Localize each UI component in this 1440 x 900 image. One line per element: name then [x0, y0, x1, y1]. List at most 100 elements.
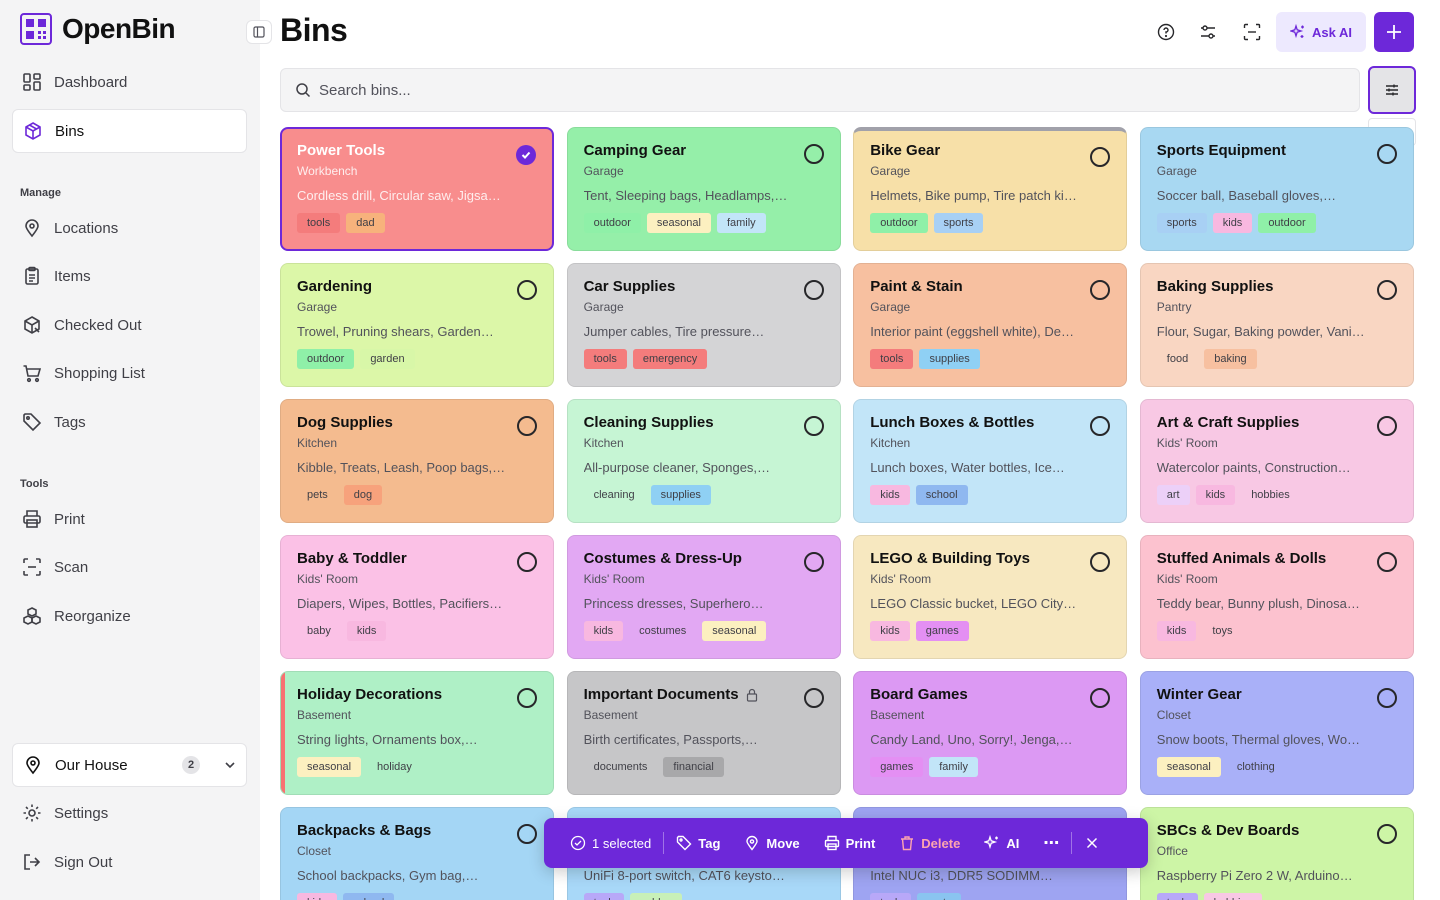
- search-input[interactable]: [319, 81, 1219, 99]
- bin-card[interactable]: Dog Supplies Kitchen Kibble, Treats, Leash…: [280, 399, 554, 523]
- tag-chip[interactable]: supplies: [919, 349, 980, 369]
- bin-card[interactable]: Power Tools Workbench Cordless drill, Circ…: [280, 127, 554, 251]
- select-checkbox[interactable]: [517, 280, 537, 300]
- move-action-button[interactable]: Move: [732, 818, 811, 868]
- bin-card[interactable]: SBCs & Dev Boards Office Raspberry Pi Zero…: [1139, 807, 1414, 900]
- tag-chip[interactable]: family: [716, 213, 766, 233]
- tag-chip[interactable]: documents: [583, 757, 658, 777]
- help-button[interactable]: [1150, 16, 1182, 48]
- sidebar-item-print[interactable]: Print: [12, 497, 247, 541]
- sidebar-item-tags[interactable]: Tags: [12, 400, 247, 444]
- tag-chip[interactable]: tech: [583, 893, 625, 900]
- tag-chip[interactable]: food: [1156, 349, 1199, 369]
- filter-button[interactable]: [1368, 66, 1416, 114]
- select-checkbox[interactable]: [803, 688, 824, 708]
- tag-chip[interactable]: kids: [583, 621, 624, 641]
- sidebar-item-locations[interactable]: Locations: [12, 206, 247, 250]
- select-checkbox[interactable]: [1376, 280, 1397, 300]
- house-selector[interactable]: Our House 2: [12, 743, 247, 787]
- clear-selection-button[interactable]: [1072, 818, 1112, 868]
- tag-chip[interactable]: pets: [297, 485, 338, 505]
- tag-chip[interactable]: games: [870, 757, 924, 777]
- tag-chip[interactable]: tech: [1156, 893, 1198, 900]
- tag-chip[interactable]: kids: [1212, 213, 1253, 233]
- select-checkbox[interactable]: [517, 416, 537, 436]
- tag-chip[interactable]: kids: [346, 621, 387, 641]
- sidebar-item-shopping-list[interactable]: Shopping List: [12, 351, 247, 395]
- select-checkbox[interactable]: [1376, 416, 1397, 436]
- tag-chip[interactable]: seasonal: [297, 757, 362, 777]
- tag-chip[interactable]: baking: [1204, 349, 1257, 369]
- sidebar-item-scan[interactable]: Scan: [12, 545, 247, 589]
- tag-chip[interactable]: tools: [297, 213, 341, 233]
- tag-chip[interactable]: seasonal: [646, 213, 711, 233]
- select-checkbox[interactable]: [803, 280, 824, 300]
- bin-card[interactable]: Car Supplies Garage Jumper cables, Tire pr…: [566, 263, 841, 387]
- select-checkbox[interactable]: [517, 552, 537, 572]
- tag-chip[interactable]: kids: [870, 621, 910, 641]
- bin-card[interactable]: Paint & Stain Garage Interior paint (eggsh…: [853, 263, 1128, 387]
- tag-chip[interactable]: school: [342, 893, 395, 900]
- tag-chip[interactable]: art: [1156, 485, 1190, 505]
- select-checkbox[interactable]: [1376, 824, 1397, 844]
- tag-chip[interactable]: parts: [916, 893, 962, 900]
- sidebar-item-checked-out[interactable]: Checked Out: [12, 303, 247, 347]
- tag-chip[interactable]: costumes: [629, 621, 697, 641]
- sidebar-item-settings[interactable]: Settings: [12, 791, 247, 835]
- bin-card[interactable]: Bike Gear Garage Helmets, Bike pump, Tire …: [853, 127, 1128, 251]
- tag-chip[interactable]: outdoor: [583, 213, 641, 233]
- tag-chip[interactable]: outdoor: [297, 349, 355, 369]
- view-settings-button[interactable]: [1192, 16, 1224, 48]
- tag-chip[interactable]: holiday: [367, 757, 422, 777]
- selection-count[interactable]: 1 selected: [558, 818, 663, 868]
- tag-chip[interactable]: dad: [346, 213, 385, 233]
- select-checkbox[interactable]: [1090, 688, 1111, 708]
- select-checkbox[interactable]: [1090, 280, 1111, 300]
- select-checkbox[interactable]: [517, 688, 537, 708]
- tag-chip[interactable]: cleaning: [583, 485, 645, 505]
- bin-card[interactable]: Camping Gear Garage Tent, Sleeping bags, H…: [566, 127, 841, 251]
- bin-card[interactable]: Baby & Toddler Kids' Room Diapers, Wipes, …: [280, 535, 554, 659]
- tag-chip[interactable]: kids: [297, 893, 337, 900]
- bin-card[interactable]: Backpacks & Bags Closet School backpacks, …: [280, 807, 554, 900]
- tag-chip[interactable]: family: [929, 757, 978, 777]
- select-checkbox[interactable]: [517, 824, 537, 844]
- tag-chip[interactable]: outdoor: [870, 213, 928, 233]
- bin-card[interactable]: LEGO & Building Toys Kids' Room LEGO Class…: [853, 535, 1128, 659]
- bin-card[interactable]: Board Games Basement Candy Land, Uno, Sorr…: [853, 671, 1128, 795]
- ask-ai-button[interactable]: Ask AI: [1276, 12, 1366, 52]
- scan-button[interactable]: [1236, 16, 1268, 48]
- tag-chip[interactable]: kids: [1156, 621, 1197, 641]
- select-checkbox[interactable]: [803, 416, 824, 436]
- tag-chip[interactable]: seasonal: [702, 621, 767, 641]
- collapse-sidebar-button[interactable]: [246, 20, 272, 44]
- tag-action-button[interactable]: Tag: [664, 818, 732, 868]
- bin-card[interactable]: Winter Gear Closet Snow boots, Thermal glo…: [1139, 671, 1414, 795]
- tag-chip[interactable]: dog: [343, 485, 383, 505]
- bin-card[interactable]: Gardening Garage Trowel, Pruning shears, G…: [280, 263, 554, 387]
- delete-action-button[interactable]: Delete: [887, 818, 972, 868]
- bin-card[interactable]: Baking Supplies Pantry Flour, Sugar, Bakin…: [1139, 263, 1414, 387]
- bin-card[interactable]: Holiday Decorations Basement String lights…: [280, 671, 554, 795]
- tag-chip[interactable]: games: [915, 621, 969, 641]
- tag-chip[interactable]: seasonal: [1156, 757, 1221, 777]
- bin-card[interactable]: Stuffed Animals & Dolls Kids' Room Teddy b…: [1139, 535, 1414, 659]
- tag-chip[interactable]: outdoor: [1258, 213, 1316, 233]
- bin-card[interactable]: Lunch Boxes & Bottles Kitchen Lunch boxes,…: [853, 399, 1128, 523]
- tag-chip[interactable]: kids: [1195, 485, 1236, 505]
- select-checkbox[interactable]: [803, 144, 824, 164]
- ai-action-button[interactable]: AI: [972, 818, 1031, 868]
- select-checkbox[interactable]: [1090, 147, 1111, 167]
- tag-chip[interactable]: baby: [297, 621, 341, 641]
- tag-chip[interactable]: hobbies: [1241, 485, 1300, 505]
- tag-chip[interactable]: financial: [663, 757, 724, 777]
- brand[interactable]: OpenBin: [20, 13, 176, 45]
- select-checkbox[interactable]: [1376, 552, 1397, 572]
- tag-chip[interactable]: sports: [1156, 213, 1207, 233]
- tag-chip[interactable]: kids: [870, 485, 910, 505]
- bin-card[interactable]: Art & Craft Supplies Kids' Room Watercolor…: [1139, 399, 1414, 523]
- more-actions-button[interactable]: ⋯: [1031, 818, 1071, 868]
- print-action-button[interactable]: Print: [812, 818, 888, 868]
- tag-chip[interactable]: tech: [870, 893, 911, 900]
- select-checkbox[interactable]: [1376, 688, 1397, 708]
